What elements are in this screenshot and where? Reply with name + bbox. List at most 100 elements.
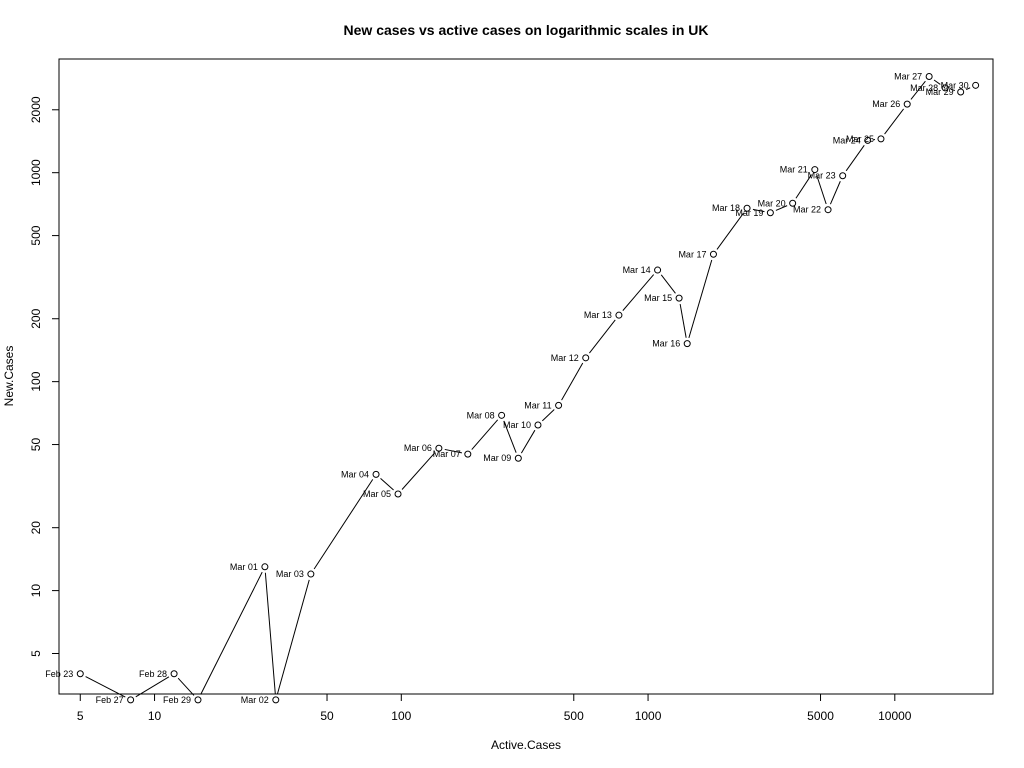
line-segment-18 bbox=[679, 303, 687, 338]
x-tick-label-5: 1000 bbox=[635, 709, 662, 723]
data-point bbox=[811, 166, 819, 174]
line-segment-28 bbox=[884, 108, 904, 135]
point-label: Mar 07 bbox=[433, 449, 461, 459]
y-tick-label-6: 500 bbox=[29, 225, 43, 245]
line-segment-25 bbox=[829, 181, 841, 205]
data-point bbox=[789, 199, 797, 207]
line-segment-16 bbox=[622, 274, 655, 311]
line-segment-26 bbox=[845, 145, 865, 172]
point-label: Mar 29 bbox=[926, 87, 954, 97]
data-point bbox=[170, 670, 178, 678]
point-label: Mar 30 bbox=[941, 80, 969, 90]
point-label: Mar 17 bbox=[678, 249, 706, 259]
point-label: Mar 14 bbox=[623, 265, 651, 275]
data-point bbox=[957, 88, 965, 96]
data-point bbox=[394, 490, 402, 498]
data-point bbox=[766, 209, 774, 217]
line-segment-29 bbox=[910, 80, 926, 100]
point-label: Mar 05 bbox=[363, 489, 391, 499]
line-segment-19 bbox=[688, 259, 713, 339]
line-segment-5 bbox=[276, 579, 310, 695]
data-point bbox=[675, 294, 683, 302]
x-tick-label-1: 10 bbox=[148, 709, 162, 723]
data-point bbox=[743, 204, 751, 212]
point-label: Mar 10 bbox=[503, 420, 531, 430]
point-label: Feb 23 bbox=[45, 669, 73, 679]
point-labels: Feb 23 Feb 27 Feb 28 Feb 29 Mar 01 Mar 02 Mar … bbox=[45, 72, 968, 705]
line-segment-9 bbox=[444, 448, 463, 454]
x-tick-label-0: 5 bbox=[77, 709, 84, 723]
data-point bbox=[582, 354, 590, 362]
data-point bbox=[498, 411, 506, 419]
line-segment-22 bbox=[775, 205, 788, 211]
point-label: Mar 20 bbox=[758, 198, 786, 208]
point-label: Mar 06 bbox=[404, 443, 432, 453]
point-label: Mar 04 bbox=[341, 469, 369, 479]
data-point bbox=[194, 696, 202, 704]
data-point bbox=[654, 266, 662, 274]
y-tick-label-1: 10 bbox=[29, 584, 43, 598]
y-tick-label-0: 5 bbox=[29, 650, 43, 657]
y-tick-label-2: 20 bbox=[29, 521, 43, 535]
point-label: Mar 03 bbox=[276, 569, 304, 579]
data-point bbox=[824, 206, 832, 214]
y-tick-label-3: 50 bbox=[29, 438, 43, 452]
data-point bbox=[555, 401, 563, 409]
line-segment-30 bbox=[933, 79, 941, 85]
data-point bbox=[615, 311, 623, 319]
point-label: Mar 22 bbox=[793, 205, 821, 215]
point-label: Mar 24 bbox=[833, 135, 861, 145]
data-point bbox=[272, 696, 280, 704]
data-point bbox=[941, 84, 949, 92]
point-label: Feb 28 bbox=[139, 669, 167, 679]
line-segment-17 bbox=[660, 274, 676, 294]
data-point bbox=[76, 670, 84, 678]
line-segment-24 bbox=[816, 175, 827, 205]
y-tick-label-7: 1000 bbox=[29, 159, 43, 186]
line-segment-13 bbox=[541, 409, 555, 422]
point-label: Mar 02 bbox=[241, 695, 269, 705]
y-tick-label-8: 2000 bbox=[29, 96, 43, 123]
data-point bbox=[972, 81, 980, 89]
data-point bbox=[127, 696, 135, 704]
data-point bbox=[534, 421, 542, 429]
point-label: Mar 09 bbox=[483, 453, 511, 463]
x-tick-label-2: 50 bbox=[320, 709, 334, 723]
point-label: Mar 21 bbox=[780, 165, 808, 175]
point-label: Mar 13 bbox=[584, 310, 612, 320]
data-point bbox=[514, 454, 522, 462]
line-segment-12 bbox=[520, 429, 536, 454]
point-label: Mar 18 bbox=[712, 203, 740, 213]
data-point bbox=[839, 172, 847, 180]
point-label: Mar 01 bbox=[230, 562, 258, 572]
line-segment-14 bbox=[561, 362, 584, 401]
point-label: Mar 19 bbox=[735, 208, 763, 218]
line-segment-1 bbox=[135, 676, 170, 698]
point-label: Mar 27 bbox=[894, 72, 922, 82]
chart-title: New cases vs active cases on logarithmic… bbox=[344, 22, 709, 38]
line-segment-20 bbox=[716, 212, 744, 250]
point-label: Mar 15 bbox=[644, 293, 672, 303]
point-label: Mar 11 bbox=[524, 400, 551, 410]
y-axis: 5 10 20 50 100 200 500 1000 2000 bbox=[29, 96, 59, 657]
line-segment-15 bbox=[589, 319, 616, 354]
line-segment-4 bbox=[264, 572, 276, 694]
line-segment-10 bbox=[471, 419, 499, 450]
line-segment-31 bbox=[950, 88, 956, 91]
data-point bbox=[877, 135, 885, 143]
line-segment-32 bbox=[965, 87, 971, 91]
line-segment-0 bbox=[85, 676, 126, 698]
series-line bbox=[85, 79, 971, 698]
data-point bbox=[464, 450, 472, 458]
data-point bbox=[683, 340, 691, 348]
x-tick-label-6: 5000 bbox=[807, 709, 834, 723]
line-segment-8 bbox=[401, 452, 436, 490]
data-point bbox=[372, 470, 380, 478]
data-point bbox=[435, 444, 443, 452]
point-label: Mar 12 bbox=[551, 353, 579, 363]
x-tick-label-4: 500 bbox=[564, 709, 584, 723]
data-point bbox=[925, 73, 933, 81]
x-tick-label-7: 10000 bbox=[878, 709, 912, 723]
y-axis-label: New.Cases bbox=[2, 346, 16, 407]
